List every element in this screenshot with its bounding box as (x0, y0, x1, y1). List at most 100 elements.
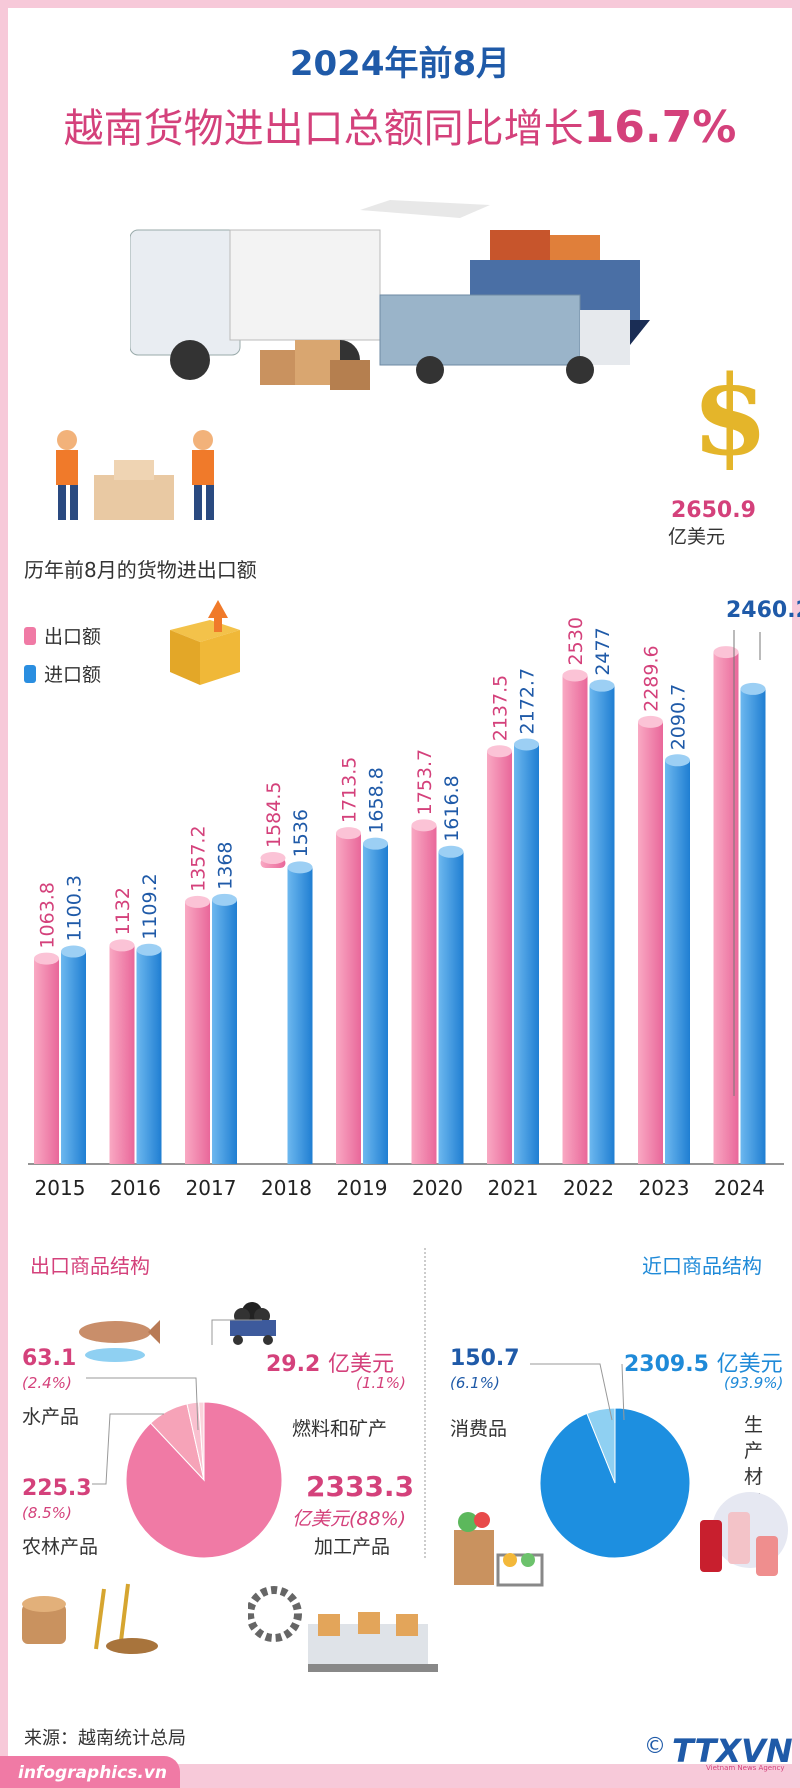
bar-import-2020 (438, 851, 464, 1164)
bar-export-2019 (336, 833, 361, 1164)
bar-export-2023 (638, 721, 663, 1164)
bar-export-2020 (411, 825, 437, 1164)
legend-export: 出口额 (24, 622, 101, 649)
data-label-import-2021: 2172.7 (517, 668, 539, 734)
data-label-import-2015: 1100.3 (64, 875, 86, 941)
export-processed-label: 加工产品 (314, 1536, 391, 1558)
bar-chart: 1063.8 1100.3 1132 1109.2 1357.2 1368 1584.5 15… (28, 617, 784, 1165)
export-agri-label: 农林产品 (22, 1536, 99, 1558)
logistics-illustration (130, 200, 650, 390)
bar-cap-import-2020 (438, 845, 464, 858)
bar-export-2015 (34, 958, 59, 1164)
thread-spools-icon (700, 1492, 788, 1576)
bar-export-2021 (487, 751, 512, 1164)
label-2024-import: 2460.2 (726, 598, 800, 623)
data-label-export-2022: 2530 (565, 617, 587, 665)
import-consumer-label: 消费品 (450, 1418, 508, 1440)
data-label-export-2017: 1357.2 (188, 825, 210, 891)
factory-icon (248, 1586, 438, 1672)
export-processed-value: 2333.3 (306, 1470, 415, 1503)
label-2024-unit: 亿美元 (668, 526, 726, 548)
legend-swatch-import (24, 664, 36, 683)
data-label-export-2021: 2137.5 (490, 675, 512, 741)
legend-swatch-export (24, 626, 36, 645)
year-label-2022: 2022 (563, 1176, 614, 1200)
year-label-2018: 2018 (261, 1176, 312, 1200)
year-label-2024: 2024 (714, 1176, 765, 1200)
bar-cap-import-2023 (665, 754, 690, 767)
bar-cap-export-2021 (487, 745, 512, 758)
export-pie (126, 1402, 283, 1559)
export-agri-pct: (8.5%) (22, 1504, 72, 1522)
data-label-import-2022: 2477 (592, 627, 614, 675)
data-label-import-2020: 1616.8 (441, 775, 463, 841)
fish-icon (79, 1320, 160, 1362)
export-agri-value: 225.3 (22, 1476, 92, 1501)
copyright-symbol: © (644, 1734, 666, 1759)
bar-import-2019 (363, 843, 388, 1164)
import-consumer-value: 150.7 (450, 1346, 520, 1371)
import-structure-title: 近口商品结构 (642, 1254, 762, 1278)
export-structure-title: 出口商品结构 (30, 1254, 150, 1278)
data-label-export-2018: 1584.5 (263, 782, 285, 848)
pie1-slice-3 (198, 1402, 205, 1481)
bar-cap-import-2017 (212, 893, 237, 906)
wood-grain-icon (22, 1583, 158, 1654)
bar-cap-import-2015 (61, 945, 86, 958)
year-label-2019: 2019 (336, 1176, 388, 1200)
label-2024-export: 2650.9 (671, 498, 756, 523)
bar-cap-import-2016 (136, 943, 162, 956)
bar-cap-export-2019 (336, 827, 361, 840)
data-label-import-2017: 1368 (215, 841, 237, 889)
data-label-import-2019: 1658.8 (366, 767, 388, 833)
brand-label: infographics.vn (18, 1763, 167, 1783)
bar-import-2022 (589, 685, 615, 1164)
export-aquatic-label: 水产品 (22, 1406, 80, 1428)
workers-illustration (56, 430, 214, 520)
data-label-export-2019: 1713.5 (339, 757, 361, 823)
grocery-basket-icon (454, 1512, 544, 1587)
import-consumer-pct: (6.1%) (450, 1374, 500, 1392)
bar-export-2024 (713, 652, 739, 1164)
brand-bar (0, 1756, 180, 1788)
bar-export-2016 (109, 945, 135, 1164)
bar-import-2023 (665, 760, 690, 1164)
bar-cap-export-2024 (713, 646, 739, 659)
bar-cap-import-2022 (589, 679, 615, 692)
bar-cap-import-2021 (514, 738, 539, 751)
section-divider (424, 1248, 426, 1558)
headline-date: 2024年前8月 (289, 44, 511, 84)
bar-import-2017 (212, 899, 237, 1164)
coal-cart-icon (230, 1302, 276, 1345)
chart-title: 历年前8月的货物进出口额 (24, 558, 257, 582)
svg-text:$: $ (692, 362, 769, 472)
export-aquatic-value: 63.1 (22, 1346, 77, 1371)
bar-cap-import-2018 (287, 861, 313, 874)
import-pie (540, 1408, 690, 1558)
headline-main: 越南货物进出口总额同比增长16.7% (63, 102, 737, 153)
bar-cap-export-2023 (638, 715, 663, 728)
import-production-pct: (93.9%) (724, 1374, 784, 1392)
data-label-export-2020: 1753.7 (414, 749, 436, 815)
export-processed-pct: 亿美元(88%) (292, 1508, 407, 1530)
bar-cap-export-2015 (34, 952, 59, 965)
bar-import-2016 (136, 949, 162, 1164)
year-label-2021: 2021 (487, 1176, 539, 1200)
bar-cap-import-2019 (363, 837, 388, 850)
data-label-import-2023: 2090.7 (668, 684, 690, 750)
bar-import-2024 (740, 688, 766, 1164)
bar-cap-export-2017 (185, 895, 210, 908)
export-aquatic-pct: (2.4%) (22, 1374, 72, 1392)
data-label-export-2016: 1132 (112, 887, 134, 935)
bar-import-2015 (61, 951, 86, 1164)
year-label-2023: 2023 (638, 1176, 690, 1200)
bar-import-2021 (514, 744, 539, 1164)
year-label-2015: 2015 (34, 1176, 86, 1200)
box-icon (170, 600, 240, 685)
bar-cap-export-2016 (109, 939, 135, 952)
data-label-export-2015: 1063.8 (37, 882, 59, 948)
bar-cap-export-2022 (562, 669, 588, 682)
ttxvn-logo-subtitle: Vietnam News Agency (706, 1764, 785, 1772)
export-fuel-label: 燃料和矿产 (292, 1418, 388, 1440)
bar-cap-import-2024 (740, 682, 766, 695)
